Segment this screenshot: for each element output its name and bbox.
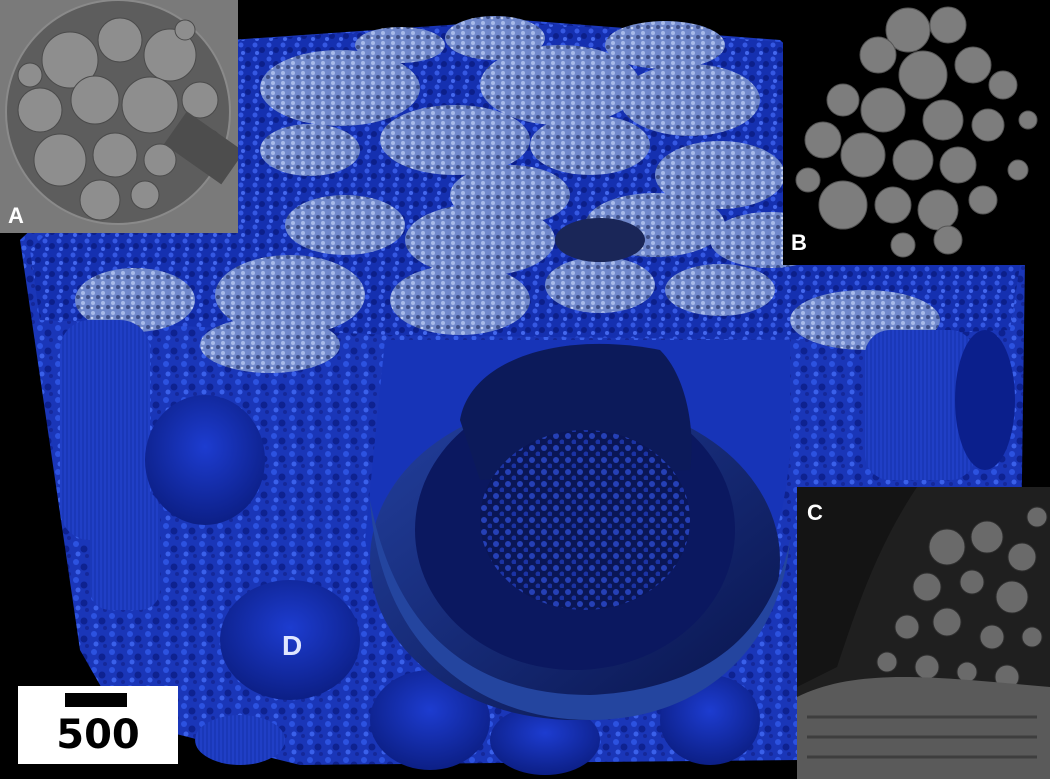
ct-slice-image xyxy=(0,0,238,233)
inset-a-ct-slice: A xyxy=(0,0,238,233)
scale-bar-label: 500 µm xyxy=(56,712,140,779)
scale-bar-box: 500 µm xyxy=(18,686,178,779)
scale-bar xyxy=(65,693,127,707)
panel-letter-c: C xyxy=(807,500,823,525)
segmented-image xyxy=(783,0,1050,265)
side-cut-particles xyxy=(60,320,1015,775)
panel-letter-b: B xyxy=(791,230,807,255)
sem-image xyxy=(797,487,1050,779)
inset-b-segmented: B xyxy=(783,0,1050,265)
panel-letter-a: A xyxy=(8,203,24,228)
inset-c-sem: C xyxy=(797,487,1050,779)
panel-letter-d: D xyxy=(282,630,303,661)
top-particles xyxy=(75,16,940,373)
central-particle xyxy=(365,340,790,720)
